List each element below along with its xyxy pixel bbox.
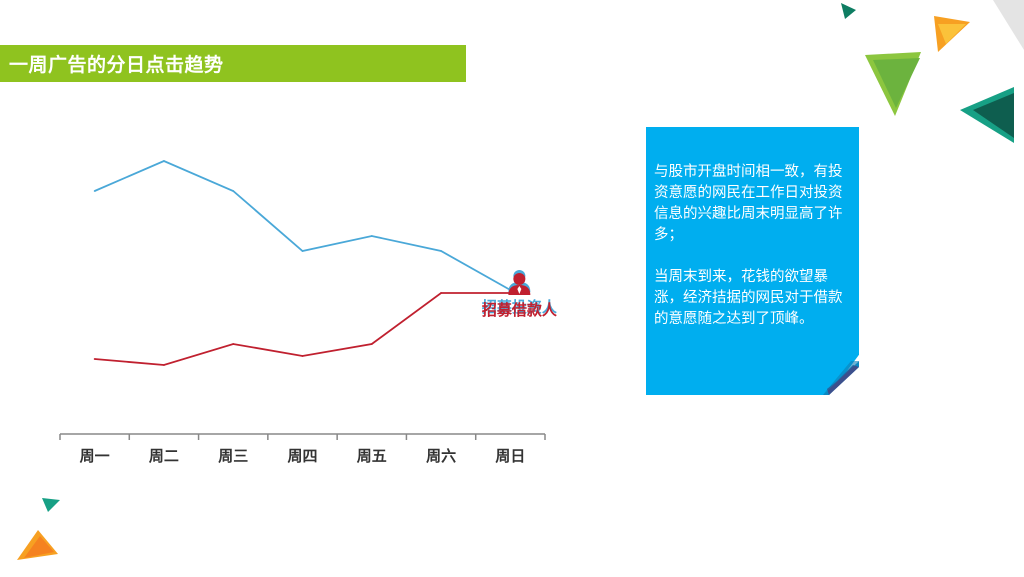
person-icon-red bbox=[508, 273, 531, 295]
x-axis bbox=[59, 433, 546, 440]
series-lines bbox=[93, 160, 512, 366]
x-tick-label: 周二 bbox=[149, 447, 179, 465]
data-point bbox=[301, 250, 304, 252]
page-curl-icon bbox=[823, 361, 859, 395]
data-point bbox=[440, 292, 442, 294]
data-point bbox=[163, 160, 165, 162]
note-paragraph-1: 与股市开盘时间相一致，有投资意愿的网民在工作日对投资信息的兴趣比周末明显高了许多… bbox=[654, 164, 843, 243]
decorative-triangles-bottom-left bbox=[17, 498, 60, 560]
data-point bbox=[232, 343, 235, 345]
data-point bbox=[163, 364, 165, 366]
series-label: 招募借款人 bbox=[482, 301, 558, 319]
x-tick-label: 周五 bbox=[357, 447, 387, 465]
x-tick-label: 周三 bbox=[218, 447, 248, 465]
slide-title-bar: 一周广告的分日点击趋势 bbox=[0, 45, 466, 82]
x-tick-label: 周六 bbox=[426, 447, 456, 465]
data-point bbox=[301, 355, 304, 357]
series-line bbox=[94, 292, 511, 366]
note-paragraph-2: 当周末到来，花钱的欲望暴涨，经济拮据的网民对于借款的意愿随之达到了顶峰。 bbox=[654, 269, 843, 327]
x-tick-label: 周一 bbox=[80, 447, 110, 465]
x-tick-label: 周四 bbox=[287, 447, 317, 465]
annotation-note: 与股市开盘时间相一致，有投资意愿的网民在工作日对投资信息的兴趣比周末明显高了许多… bbox=[646, 127, 859, 395]
data-point bbox=[93, 190, 96, 192]
data-point bbox=[440, 250, 442, 252]
data-point bbox=[93, 358, 96, 360]
data-point bbox=[370, 343, 373, 345]
slide-title: 一周广告的分日点击趋势 bbox=[9, 54, 224, 76]
series-line bbox=[94, 160, 511, 291]
x-tick-labels: 周一 周二 周三 周四 周五 周六 周日 bbox=[80, 447, 526, 465]
x-tick-label: 周日 bbox=[495, 447, 525, 465]
decorative-triangles-top-right bbox=[841, 0, 1024, 143]
data-point bbox=[232, 190, 235, 192]
series-label: 招募投资人 bbox=[482, 298, 558, 316]
annotation-text: 与股市开盘时间相一致，有投资意愿的网民在工作日对投资信息的兴趣比周末明显高了许多… bbox=[654, 162, 846, 330]
data-point bbox=[370, 235, 373, 237]
